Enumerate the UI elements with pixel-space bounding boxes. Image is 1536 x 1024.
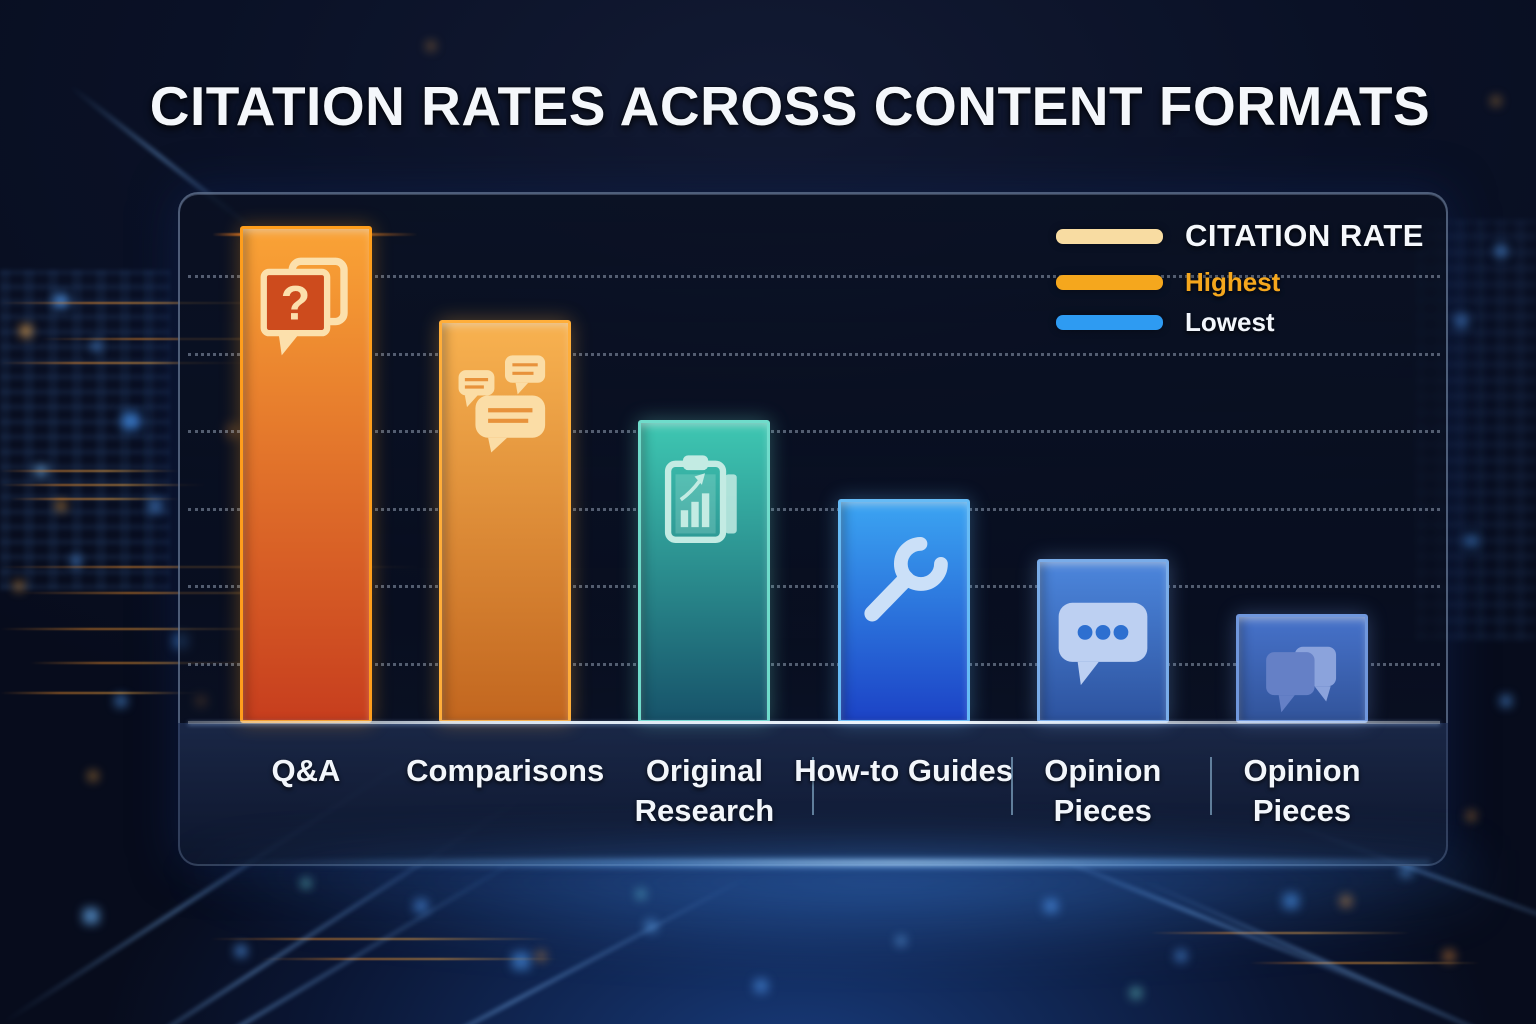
legend: CITATION RATE Highest Lowest [1056,218,1424,347]
category-label-divider [1011,757,1014,815]
legend-lowest-row: Lowest [1056,307,1424,338]
x-axis-baseline [188,721,1440,724]
circuit-line-orange [0,484,205,486]
background-pixel-grid-left [0,270,170,590]
bar-q-a-1: ? [240,226,372,723]
circuit-line-orange [1250,962,1480,964]
circuit-line-blue [1140,878,1536,1024]
category-label-comparisons-2: Comparisons [406,753,605,788]
background-bokeh-blue [0,0,2,2]
question-bubble-icon: ? [253,255,359,361]
gridline [188,507,1440,511]
legend-citation-rate-swatch [1056,228,1163,244]
category-label-divider [812,757,814,815]
legend-lowest-swatch [1056,315,1163,330]
circuit-line-orange [0,692,200,694]
legend-title: CITATION RATE [1185,218,1424,253]
category-label-opinion-pieces-5: Opinion Pieces [1044,753,1162,828]
circuit-line-orange [210,938,550,940]
gridline [188,275,1440,278]
gridline [188,352,1440,356]
category-label-original-research-3: Original Research [634,753,775,828]
category-label-divider [1210,757,1213,815]
gridline [188,662,1440,666]
chart-title: CITATION RATES ACROSS CONTENT FORMATS [149,75,1431,137]
circuit-line-orange [10,498,180,500]
panel-bottom-glow-soft [160,850,1480,960]
legend-highest-swatch [1056,275,1163,290]
wrench-icon [851,528,957,634]
gridline [188,430,1440,433]
legend-heading-row: CITATION RATE [1056,218,1424,254]
svg-text:?: ? [281,276,311,330]
legend-highest-row: Highest [1056,267,1424,298]
category-label-how-to-guides-4: How-to Guides [794,753,1013,788]
circuit-line-blue [13,840,547,1024]
double-bubbles-icon [1257,636,1347,726]
bar-original-research-3 [638,419,771,723]
bar-comparisons-2 [439,320,572,723]
bar-opinion-pieces-5 [1036,558,1169,723]
circuit-line-blue [345,872,755,1024]
bar-opinion-pieces-6 [1236,613,1368,726]
category-label-q-a-1: Q&A [271,753,341,788]
bar-how-to-guides-4 [837,499,970,723]
category-label-opinion-pieces-6: Opinion Pieces [1243,753,1361,828]
circuit-line-orange [0,470,180,472]
gridline [188,585,1440,588]
speech-dots-icon [1050,588,1156,694]
circuit-line-orange [1150,932,1410,934]
background-bokeh-orange [0,0,2,2]
chat-bubbles-icon [452,349,558,455]
legend-highest-label: Highest [1185,267,1281,297]
legend-lowest-label: Lowest [1185,307,1275,337]
circuit-line-orange [260,958,560,960]
research-clipboard-icon [652,449,758,555]
